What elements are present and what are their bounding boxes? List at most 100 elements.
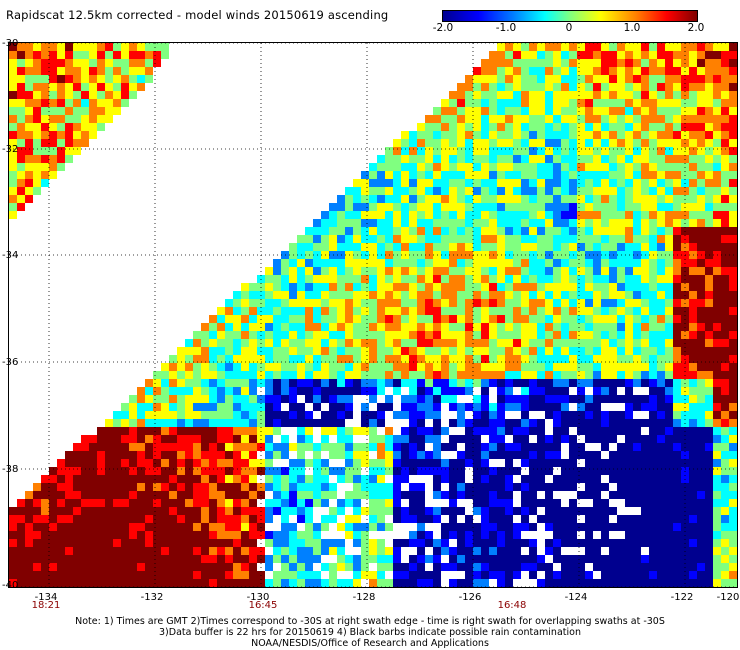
wind-difference-cell: [233, 403, 241, 411]
wind-difference-cell: [201, 499, 209, 507]
wind-difference-cell: [673, 107, 681, 115]
wind-difference-cell: [177, 379, 185, 387]
wind-difference-cell: [241, 355, 249, 363]
wind-difference-cell: [81, 107, 89, 115]
wind-difference-cell: [505, 91, 513, 99]
wind-difference-cell: [529, 107, 537, 115]
wind-difference-cell: [665, 451, 673, 459]
wind-difference-cell: [457, 123, 465, 131]
wind-difference-cell: [649, 475, 657, 483]
wind-difference-cell: [609, 371, 617, 379]
wind-difference-cell: [449, 267, 457, 275]
wind-difference-cell: [217, 451, 225, 459]
wind-difference-cell: [465, 515, 473, 523]
wind-difference-cell: [473, 283, 481, 291]
wind-difference-cell: [561, 467, 569, 475]
wind-difference-cell: [353, 443, 361, 451]
wind-difference-cell: [441, 243, 449, 251]
wind-difference-cell: [361, 299, 369, 307]
wind-difference-cell: [73, 467, 81, 475]
wind-difference-cell: [593, 203, 601, 211]
wind-difference-cell: [665, 467, 673, 475]
wind-difference-cell: [321, 483, 329, 491]
wind-difference-cell: [513, 59, 521, 67]
wind-difference-cell: [33, 163, 41, 171]
wind-difference-cell: [401, 339, 409, 347]
wind-difference-cell: [345, 459, 353, 467]
lat-label: -36: [2, 357, 19, 368]
wind-difference-cell: [393, 451, 401, 459]
wind-difference-cell: [97, 123, 105, 131]
wind-difference-cell: [113, 91, 121, 99]
wind-difference-cell: [217, 387, 225, 395]
wind-difference-cell: [393, 187, 401, 195]
wind-difference-cell: [105, 579, 113, 587]
wind-difference-cell: [633, 43, 641, 51]
wind-difference-cell: [553, 475, 561, 483]
wind-difference-cell: [489, 67, 497, 75]
wind-difference-cell: [281, 467, 289, 475]
wind-difference-cell: [673, 131, 681, 139]
wind-difference-cell: [345, 499, 353, 507]
wind-difference-cell: [721, 379, 729, 387]
wind-difference-cell: [657, 515, 665, 523]
wind-difference-cell: [377, 355, 385, 363]
wind-difference-cell: [249, 507, 257, 515]
wind-difference-cell: [225, 579, 233, 587]
wind-difference-cell: [225, 547, 233, 555]
wind-difference-cell: [697, 315, 705, 323]
wind-difference-cell: [193, 475, 201, 483]
wind-difference-cell: [441, 211, 449, 219]
wind-difference-cell: [433, 195, 441, 203]
wind-difference-cell: [625, 483, 633, 491]
wind-difference-cell: [449, 547, 457, 555]
wind-difference-cell: [497, 403, 505, 411]
wind-difference-cell: [249, 419, 257, 427]
wind-difference-cell: [529, 395, 537, 403]
wind-difference-cell: [385, 179, 393, 187]
wind-difference-cell: [641, 147, 649, 155]
wind-difference-cell: [633, 459, 641, 467]
wind-difference-cell: [521, 523, 529, 531]
wind-difference-cell: [369, 187, 377, 195]
wind-difference-cell: [449, 243, 457, 251]
wind-difference-cell: [345, 355, 353, 363]
wind-difference-cell: [105, 555, 113, 563]
wind-difference-cell: [481, 571, 489, 579]
wind-difference-cell: [417, 339, 425, 347]
wind-difference-cell: [393, 491, 401, 499]
wind-difference-cell: [321, 539, 329, 547]
wind-difference-cell: [49, 107, 57, 115]
wind-difference-cell: [377, 331, 385, 339]
wind-difference-cell: [537, 315, 545, 323]
wind-difference-cell: [361, 363, 369, 371]
wind-difference-cell: [217, 555, 225, 563]
wind-difference-cell: [137, 435, 145, 443]
wind-difference-cell: [65, 91, 73, 99]
wind-difference-cell: [633, 291, 641, 299]
wind-difference-cell: [89, 115, 97, 123]
wind-difference-cell: [417, 507, 425, 515]
wind-difference-cell: [449, 235, 457, 243]
wind-difference-cell: [585, 283, 593, 291]
wind-difference-cell: [641, 307, 649, 315]
wind-difference-cell: [265, 275, 273, 283]
wind-difference-cell: [425, 387, 433, 395]
wind-difference-cell: [545, 347, 553, 355]
wind-difference-cell: [369, 395, 377, 403]
wind-difference-cell: [161, 51, 169, 59]
wind-difference-cell: [457, 547, 465, 555]
wind-difference-cell: [513, 523, 521, 531]
wind-difference-cell: [425, 371, 433, 379]
wind-difference-cell: [537, 155, 545, 163]
wind-difference-cell: [585, 323, 593, 331]
wind-difference-cell: [505, 179, 513, 187]
wind-difference-cell: [145, 43, 153, 51]
wind-difference-cell: [705, 395, 713, 403]
wind-difference-cell: [665, 243, 673, 251]
wind-difference-cell: [609, 291, 617, 299]
wind-difference-cell: [385, 363, 393, 371]
wind-difference-cell: [17, 131, 25, 139]
wind-difference-cell: [465, 139, 473, 147]
wind-difference-cell: [569, 307, 577, 315]
